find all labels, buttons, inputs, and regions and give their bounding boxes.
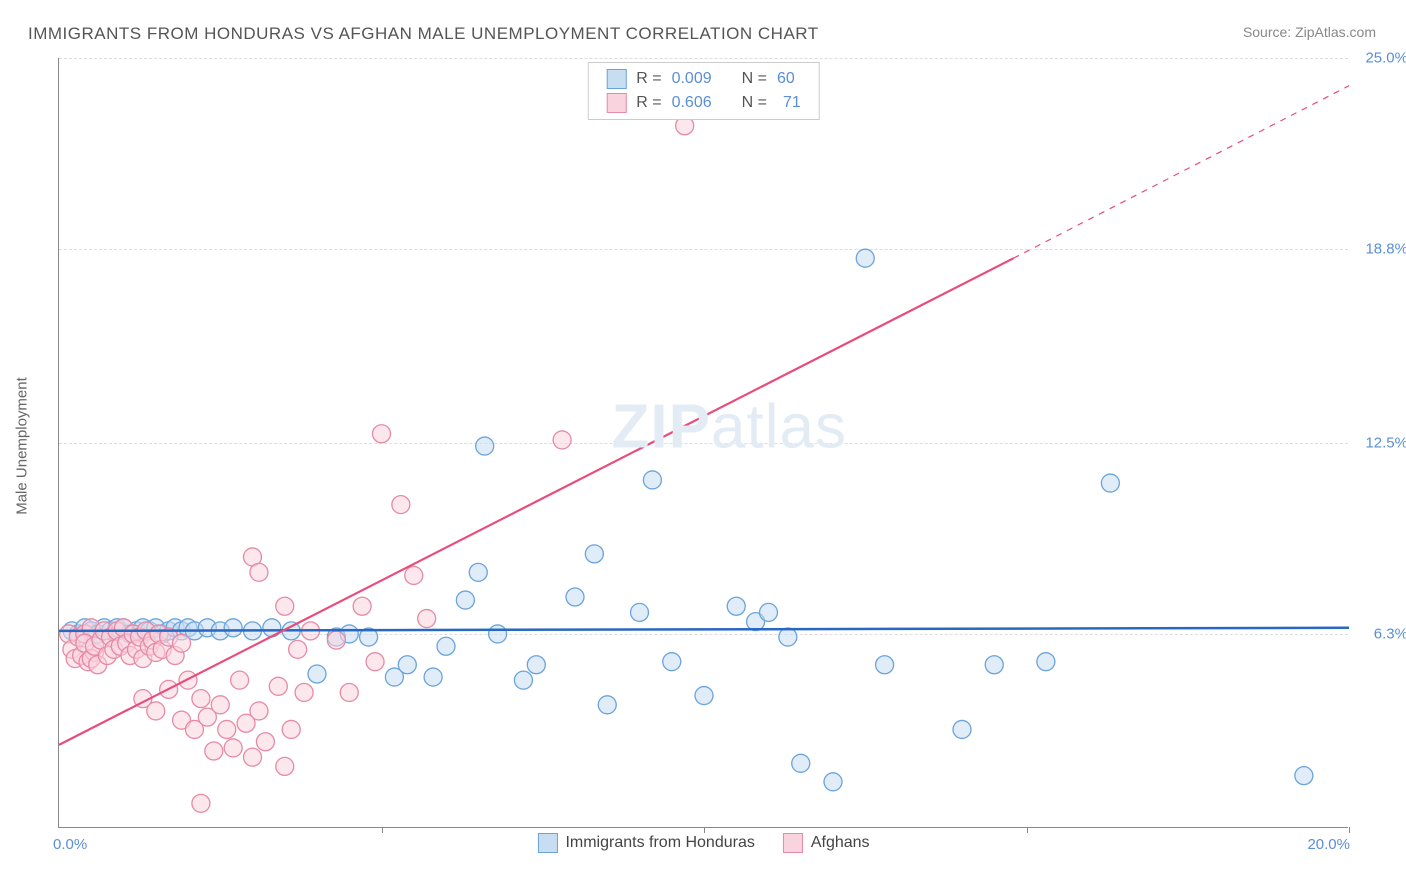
chart-title: IMMIGRANTS FROM HONDURAS VS AFGHAN MALE … [28, 24, 819, 44]
ytick-label: 25.0% [1352, 50, 1406, 67]
swatch-pink-icon [606, 93, 626, 113]
chart-container: IMMIGRANTS FROM HONDURAS VS AFGHAN MALE … [0, 0, 1406, 892]
n-label: N = [742, 70, 767, 88]
r-label2: R = [636, 94, 661, 112]
plot-area: ZIPatlas 6.3%12.5%18.8%25.0% R = 0.009 N… [58, 58, 1348, 828]
y-axis-label: Male Unemployment [14, 377, 31, 515]
ytick-label: 6.3% [1352, 625, 1406, 642]
n-value-blue: 60 [777, 70, 795, 88]
legend-label-honduras: Immigrants from Honduras [565, 834, 754, 852]
n-value-pink: 71 [777, 94, 801, 112]
r-value-pink: 0.606 [672, 94, 712, 112]
legend-item-afghans: Afghans [783, 833, 870, 853]
legend-series: Immigrants from Honduras Afghans [537, 833, 869, 853]
r-value-blue: 0.009 [672, 70, 712, 88]
swatch-blue-icon [606, 69, 626, 89]
xtick-left: 0.0% [53, 836, 87, 853]
ytick-label: 12.5% [1352, 435, 1406, 452]
xtick-right: 20.0% [1307, 836, 1350, 853]
source-label: Source: ZipAtlas.com [1243, 24, 1376, 40]
legend-label-afghans: Afghans [811, 834, 870, 852]
swatch-pink-icon2 [783, 833, 803, 853]
legend-row-pink: R = 0.606 N = 71 [606, 91, 801, 115]
plot-svg [59, 58, 1348, 827]
legend-item-honduras: Immigrants from Honduras [537, 833, 754, 853]
legend-correlation: R = 0.009 N = 60 R = 0.606 N = 71 [587, 62, 820, 120]
n-label2: N = [742, 94, 767, 112]
r-label: R = [636, 70, 661, 88]
swatch-blue-icon2 [537, 833, 557, 853]
ytick-label: 18.8% [1352, 240, 1406, 257]
legend-row-blue: R = 0.009 N = 60 [606, 67, 801, 91]
